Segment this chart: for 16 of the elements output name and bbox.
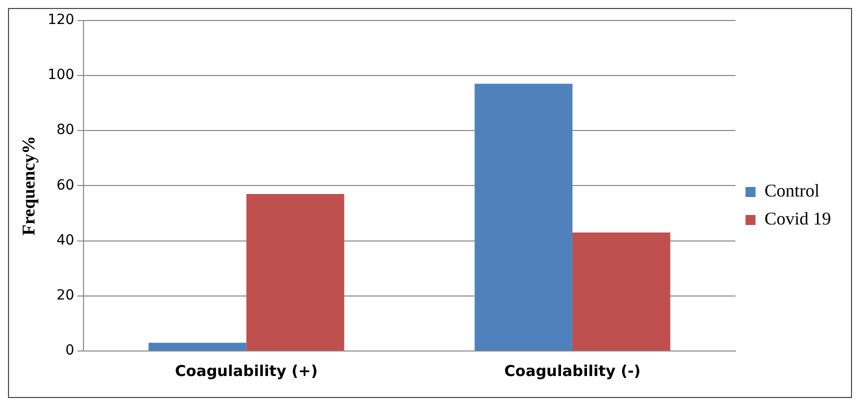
bar [572, 232, 670, 350]
y-tick-label: 40 [56, 232, 74, 248]
y-tick-label: 0 [65, 342, 74, 359]
y-tick-label: 100 [48, 67, 74, 84]
y-tick-label: 60 [56, 177, 74, 194]
bar [246, 194, 344, 350]
legend-label: Control [764, 180, 820, 201]
y-tick-label: 120 [48, 12, 74, 28]
bar [148, 342, 246, 350]
bar [474, 84, 572, 350]
x-tick-label: Coagulability (+) [174, 362, 318, 380]
y-tick-label: 80 [56, 122, 74, 138]
legend-label: Covid 19 [764, 208, 832, 229]
y-tick-label: 20 [56, 288, 74, 304]
x-tick-label: Coagulability (-) [504, 362, 641, 380]
y-axis-title: Frequency% [18, 136, 38, 236]
